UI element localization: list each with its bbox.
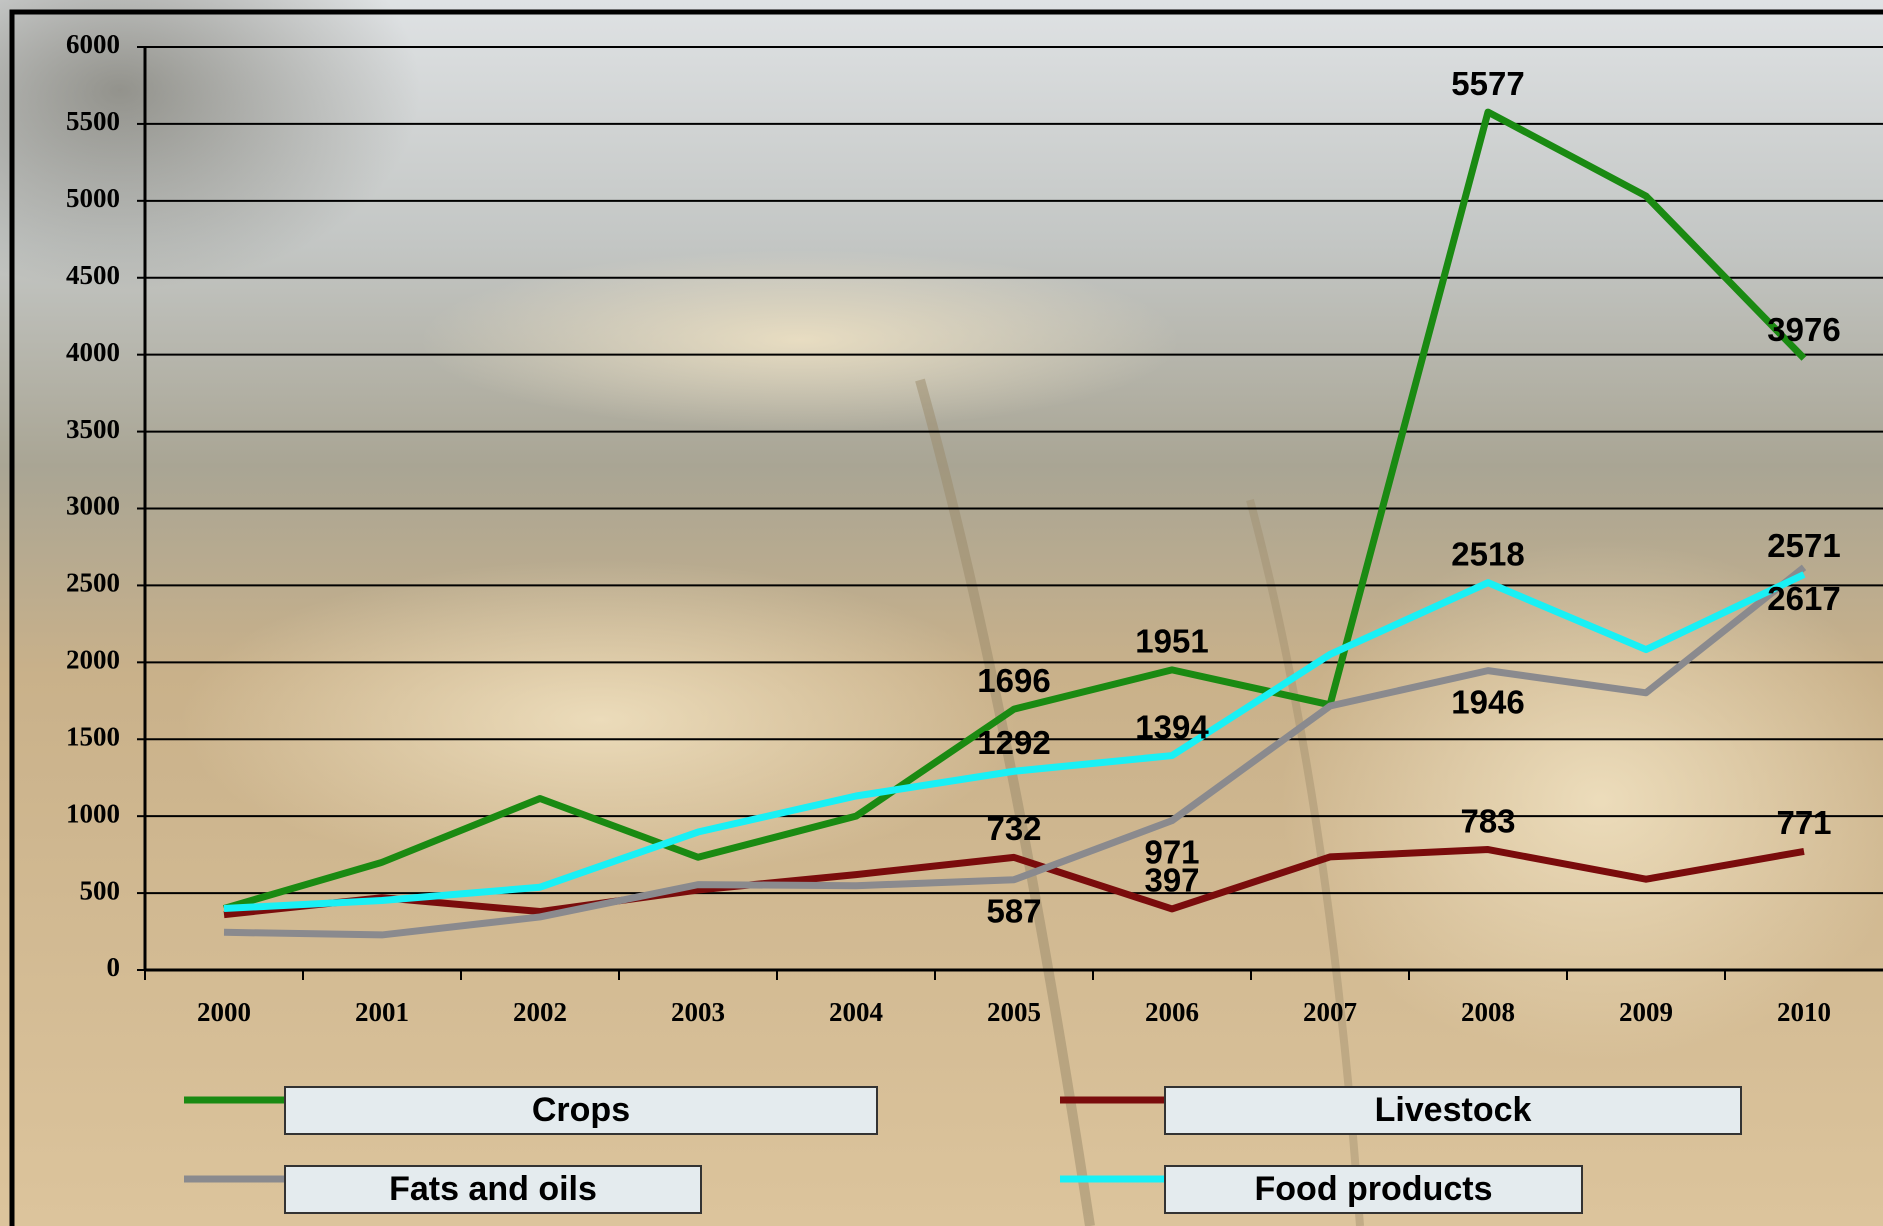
y-tick-label: 5000 [66, 183, 120, 213]
x-tick-label: 2005 [987, 997, 1041, 1027]
series-line [223, 846, 1805, 919]
legend-box [284, 1086, 878, 1135]
data-label: 971 [1144, 833, 1199, 870]
legend: Crops Livestock Fats and oils Food products [184, 1086, 1742, 1214]
legend-box [284, 1165, 702, 1214]
data-label: 2518 [1451, 535, 1524, 572]
data-label: 1292 [977, 724, 1050, 761]
data-label: 1394 [1135, 708, 1209, 745]
x-tick-label: 2006 [1145, 997, 1199, 1027]
y-tick-label: 4500 [66, 260, 120, 290]
y-tick-label: 0 [107, 952, 121, 982]
x-tick-label: 2008 [1461, 997, 1515, 1027]
series-line [223, 108, 1807, 912]
x-tick-label: 2004 [829, 997, 883, 1027]
legend-label: Food products [1255, 1170, 1493, 1208]
data-label: 397 [1144, 862, 1199, 899]
x-tick-label: 2000 [197, 997, 251, 1027]
data-label: 771 [1776, 804, 1831, 841]
x-tick-label: 2010 [1777, 997, 1831, 1027]
y-tick-label: 2000 [66, 645, 120, 675]
y-tick-label: 1000 [66, 798, 120, 828]
data-label: 1951 [1135, 623, 1208, 660]
legend-label: Fats and oils [389, 1170, 597, 1208]
y-tick-label: 1500 [66, 721, 120, 751]
series-line [223, 571, 1806, 912]
data-label: 1946 [1451, 683, 1524, 720]
data-label: 1696 [977, 662, 1050, 699]
y-tick-label: 500 [80, 875, 121, 905]
x-tick-label: 2003 [671, 997, 725, 1027]
legend-label: Livestock [1375, 1091, 1532, 1129]
y-tick-label: 2500 [66, 568, 120, 598]
plot-area: 0 500 1000 1500 2000 2500 3000 3500 4000 4500 5000… [66, 29, 1883, 1027]
x-tick-label: 2007 [1303, 997, 1357, 1027]
series-line [223, 564, 1807, 939]
legend-box [1164, 1086, 1742, 1135]
data-label: 2617 [1767, 580, 1840, 617]
y-tick-label: 3000 [66, 491, 120, 521]
y-tick-label: 4000 [66, 337, 120, 367]
data-label: 5577 [1451, 65, 1524, 102]
data-label: 3976 [1767, 311, 1840, 348]
x-tick-label: 2002 [513, 997, 567, 1027]
data-label: 783 [1460, 802, 1515, 839]
data-label: 587 [986, 892, 1041, 929]
legend-label: Crops [532, 1091, 630, 1129]
data-label: 2571 [1767, 527, 1840, 564]
x-tick-label: 2009 [1619, 997, 1673, 1027]
y-tick-label: 6000 [66, 29, 120, 59]
y-tick-label: 5500 [66, 106, 120, 136]
legend-box [1164, 1165, 1583, 1214]
x-tick-label: 2001 [355, 997, 409, 1027]
y-tick-label: 3500 [66, 414, 120, 444]
data-label: 732 [986, 810, 1041, 847]
